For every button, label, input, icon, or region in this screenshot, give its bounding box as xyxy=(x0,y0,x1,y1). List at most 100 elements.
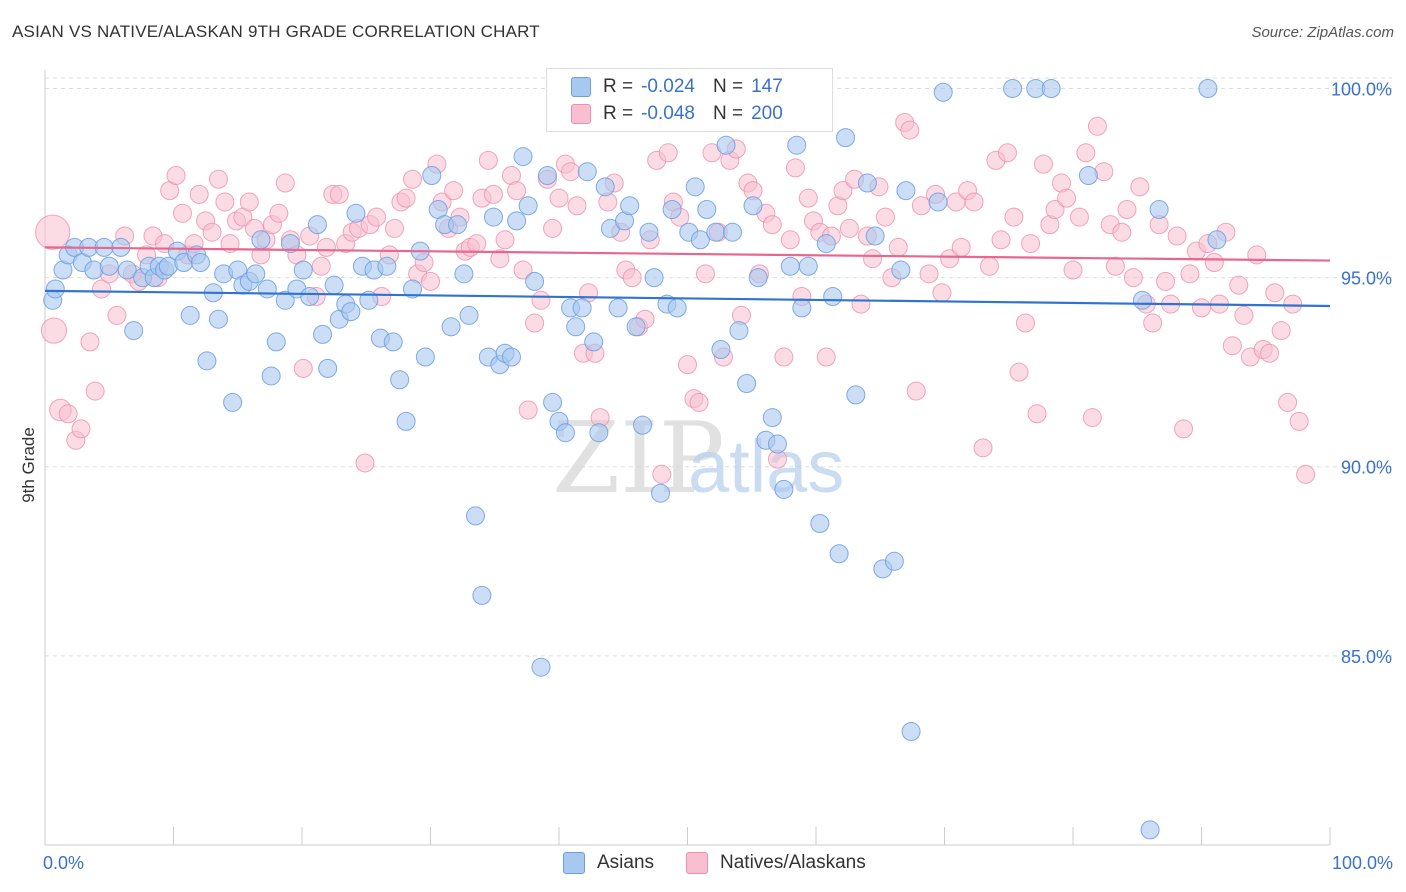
native-data-point xyxy=(1296,464,1316,484)
asian-data-point xyxy=(99,256,119,276)
native-data-point xyxy=(1156,271,1176,291)
native-data-point xyxy=(1063,260,1083,280)
asian-data-point xyxy=(1041,78,1061,98)
asian-data-point xyxy=(626,317,646,337)
legend-item-natives[interactable]: Natives/Alaskans xyxy=(686,852,866,874)
asian-data-point xyxy=(865,226,885,246)
asian-data-point xyxy=(318,358,338,378)
asian-data-point xyxy=(711,339,731,359)
native-data-point xyxy=(172,203,192,223)
native-data-point xyxy=(1009,362,1029,382)
native-data-point xyxy=(518,400,538,420)
native-data-point xyxy=(900,120,920,140)
native-data-point xyxy=(658,143,678,163)
asian-data-point xyxy=(403,279,423,299)
axis-labels: 9th Grade 85.0% 90.0% 95.0% 100.0% 0.0% 100.0… xyxy=(19,79,1393,873)
asian-data-point xyxy=(762,408,782,428)
asian-data-point xyxy=(823,287,843,307)
asian-data-point xyxy=(501,347,521,367)
native-data-point xyxy=(215,192,235,212)
asian-data-point xyxy=(685,177,705,197)
native-data-point xyxy=(991,230,1011,250)
native-data-point xyxy=(1192,298,1211,318)
asian-data-point xyxy=(124,321,144,341)
r-label: R = xyxy=(603,103,634,124)
y-axis-title: 9th Grade xyxy=(19,427,38,503)
asian-data-point xyxy=(884,551,904,571)
x-tick-label: 100.0% xyxy=(1332,853,1393,873)
native-data-point xyxy=(1033,154,1053,174)
asians-legend-label: Asians xyxy=(597,852,655,873)
asian-data-point xyxy=(454,264,474,284)
native-data-point xyxy=(275,173,295,193)
native-data-point xyxy=(531,290,551,310)
asian-data-point xyxy=(117,260,137,280)
native-data-point xyxy=(561,162,581,182)
asian-data-point xyxy=(280,234,300,254)
asian-data-point xyxy=(346,203,366,223)
native-data-point xyxy=(166,165,186,185)
native-data-point xyxy=(1021,234,1041,254)
r-label: R = xyxy=(603,76,634,97)
asian-data-point xyxy=(644,268,664,288)
native-data-point xyxy=(220,234,240,254)
native-data-point xyxy=(1265,283,1285,303)
asian-data-point xyxy=(1003,78,1023,98)
asian-data-point xyxy=(208,309,228,329)
asian-data-point xyxy=(383,332,403,352)
asian-data-point xyxy=(415,347,435,367)
natives-legend-label: Natives/Alaskans xyxy=(720,852,866,873)
natives-swatch xyxy=(571,104,591,124)
asian-data-point xyxy=(441,317,461,337)
asian-data-point xyxy=(737,374,757,394)
asian-data-point xyxy=(197,351,217,371)
axes xyxy=(44,70,1331,846)
native-data-point xyxy=(919,264,939,284)
asian-data-point xyxy=(780,256,800,276)
trend-lines xyxy=(44,246,1331,308)
asian-data-point xyxy=(595,177,615,197)
asian-data-point xyxy=(774,479,794,499)
native-data-point xyxy=(1004,207,1024,227)
native-data-point xyxy=(490,249,510,269)
native-data-point xyxy=(689,392,709,412)
native-data-point xyxy=(1283,294,1303,314)
native-data-point xyxy=(1222,336,1242,356)
asian-data-point xyxy=(555,423,575,443)
asian-data-point xyxy=(584,332,604,352)
asian-data-point xyxy=(465,506,485,526)
asian-data-point xyxy=(608,298,628,318)
native-data-point xyxy=(507,181,527,201)
native-data-point xyxy=(863,249,883,269)
native-data-point xyxy=(1069,207,1089,227)
native-data-point xyxy=(979,256,999,276)
native-data-point xyxy=(80,332,100,352)
asian-data-point xyxy=(1140,820,1160,840)
native-data-point xyxy=(35,214,71,250)
legend-item-asians[interactable]: Asians xyxy=(563,852,654,874)
asian-data-point xyxy=(518,196,538,216)
n-label: N = xyxy=(712,103,744,124)
native-data-point xyxy=(1204,252,1224,272)
native-data-point xyxy=(622,268,642,288)
native-data-point xyxy=(421,271,440,291)
native-data-point xyxy=(495,230,515,250)
native-data-point xyxy=(85,381,105,401)
asian-data-point xyxy=(472,585,492,605)
asian-data-point xyxy=(513,147,533,167)
asian-data-point xyxy=(341,302,361,322)
native-data-point xyxy=(239,192,259,212)
asian-data-point xyxy=(816,234,836,254)
native-data-point xyxy=(58,404,78,424)
asian-data-point xyxy=(1149,200,1169,220)
asian-data-point xyxy=(525,271,545,291)
asian-data-point xyxy=(620,196,640,216)
asian-data-point xyxy=(810,513,830,533)
asian-data-point xyxy=(901,722,921,742)
asian-data-point xyxy=(261,366,281,386)
native-data-point xyxy=(525,313,545,333)
asian-data-point xyxy=(633,415,653,435)
y-tick-label: 100.0% xyxy=(1331,79,1392,99)
native-data-point xyxy=(269,203,289,223)
